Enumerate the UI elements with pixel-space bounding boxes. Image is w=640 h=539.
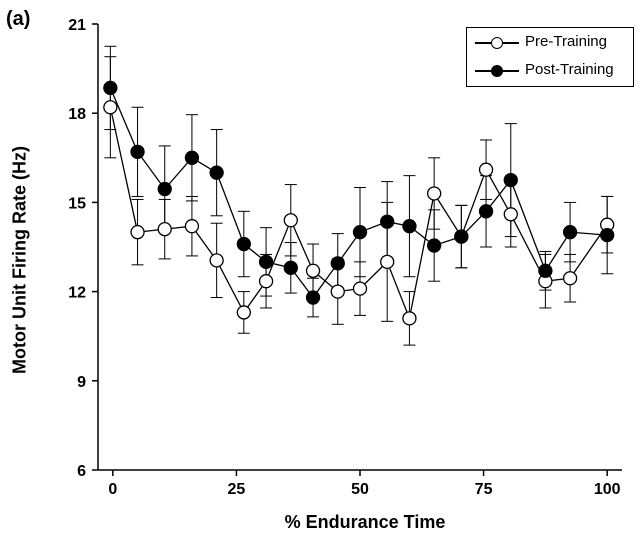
- data-point-pre-training: [380, 254, 395, 270]
- data-point-pre-training: [305, 263, 321, 278]
- legend-label: Pre-Training: [525, 33, 607, 50]
- data-point-post-training: [209, 165, 224, 180]
- y-tick-label: 6: [77, 463, 86, 480]
- panel-label: (a): [6, 8, 31, 30]
- x-tick-label: 0: [108, 481, 117, 498]
- legend-item-pre-training: Pre-Training: [467, 32, 633, 54]
- data-point-pre-training: [184, 219, 200, 234]
- data-point-post-training: [503, 172, 518, 188]
- data-point-post-training: [427, 238, 442, 253]
- data-point-post-training: [352, 224, 368, 240]
- data-point-pre-training: [478, 162, 494, 177]
- y-tick-label: 18: [68, 106, 86, 123]
- x-axis-label: % Endurance Time: [284, 512, 446, 532]
- data-point-post-training: [478, 204, 494, 219]
- data-point-post-training: [130, 144, 145, 160]
- data-point-post-training: [283, 260, 298, 275]
- legend-marker-filled-circle: [491, 65, 503, 77]
- data-point-post-training: [258, 254, 274, 270]
- legend-marker-open-circle: [491, 37, 503, 49]
- data-point-pre-training: [352, 281, 368, 296]
- x-tick-label: 50: [351, 481, 369, 498]
- data-point-pre-training: [283, 213, 298, 228]
- data-point-pre-training: [402, 311, 417, 326]
- x-tick-label: 100: [594, 481, 621, 498]
- y-tick-label: 21: [68, 17, 86, 34]
- data-point-pre-training: [503, 207, 518, 222]
- legend-item-post-training: Post-Training: [467, 60, 633, 82]
- data-point-pre-training: [258, 274, 274, 289]
- data-point-post-training: [184, 150, 200, 165]
- data-point-post-training: [330, 256, 345, 271]
- y-tick-label: 9: [77, 374, 86, 391]
- data-point-post-training: [305, 290, 321, 305]
- data-point-post-training: [157, 181, 172, 197]
- data-point-pre-training: [157, 222, 172, 237]
- data-point-pre-training: [130, 224, 145, 240]
- x-tick-label: 75: [475, 481, 493, 498]
- series-line-post-training: [109, 87, 608, 299]
- data-point-post-training: [236, 236, 251, 252]
- data-point-pre-training: [103, 100, 118, 115]
- data-point-pre-training: [562, 271, 578, 286]
- data-point-pre-training: [330, 284, 345, 299]
- data-point-post-training: [402, 219, 417, 234]
- y-tick-label: 15: [68, 195, 86, 212]
- data-point-post-training: [380, 214, 395, 229]
- data-point-post-training: [454, 229, 469, 244]
- legend: Pre-Training Post-Training: [466, 27, 634, 87]
- data-point-pre-training: [209, 253, 224, 268]
- data-point-post-training: [562, 224, 578, 240]
- legend-label: Post-Training: [525, 61, 614, 78]
- data-point-post-training: [103, 80, 118, 96]
- data-point-pre-training: [236, 305, 251, 320]
- x-tick-label: 25: [228, 481, 246, 498]
- data-point-post-training: [538, 263, 553, 278]
- data-point-post-training: [600, 227, 615, 243]
- data-point-pre-training: [427, 186, 442, 201]
- y-tick-label: 12: [68, 285, 86, 302]
